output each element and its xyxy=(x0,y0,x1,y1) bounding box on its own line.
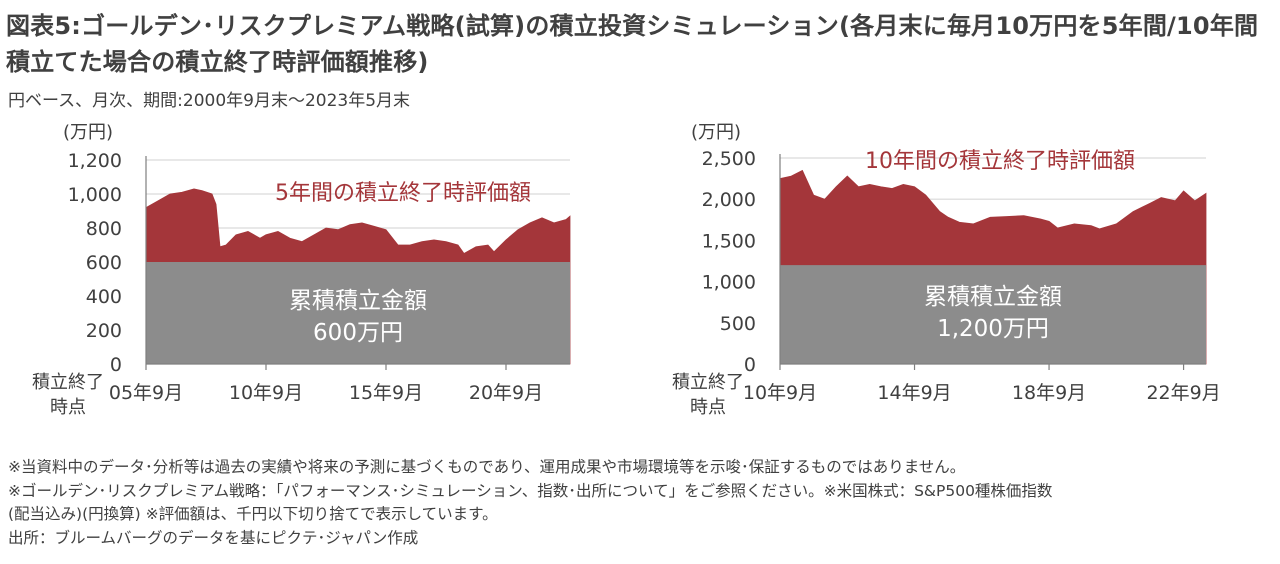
left-xlabel-line1: 積立終了 xyxy=(32,372,104,393)
left-accumulated-amount: 600万円 xyxy=(313,320,403,346)
left-ytick-label: 0 xyxy=(110,354,122,376)
footnote-valuation: (配当込み)(円換算) ※評価額は、千円以下切り捨てで表示しています。 xyxy=(8,505,498,523)
right-xtick-label: 22年9月 xyxy=(1146,382,1220,404)
chart-10-year: 0 500 1,000 1,500 2,000 2,500 (万円) 10年9月 14年9月 18… xyxy=(640,112,1221,424)
right-ytick-label: 1,500 xyxy=(702,230,756,252)
right-accumulated-label: 累積積立金額 xyxy=(924,284,1062,310)
figure-subtitle: 円ベース、月次、期間:2000年9月末～2023年5月末 xyxy=(8,91,411,111)
left-ytick-label: 1,200 xyxy=(68,150,122,172)
right-xtick-label: 14年9月 xyxy=(877,382,951,404)
right-ytick-label: 500 xyxy=(720,313,756,335)
right-xtick-label: 18年9月 xyxy=(1012,382,1086,404)
footnotes: ※当資料中のデータ･分析等は過去の実績や将来の予測に基づくものであり、運用成果や… xyxy=(8,456,1272,550)
right-accumulated-amount: 1,200万円 xyxy=(937,316,1049,342)
right-accumulated-area xyxy=(780,265,1206,364)
right-ytick-label: 1,000 xyxy=(702,272,756,294)
left-ytick-label: 200 xyxy=(86,320,122,342)
right-xlabel-line2: 時点 xyxy=(690,397,726,418)
right-ytick-label: 2,500 xyxy=(702,148,756,170)
left-xlabel-line2: 時点 xyxy=(50,397,86,418)
left-xtick-label: 10年9月 xyxy=(229,382,303,404)
left-accumulated-area xyxy=(146,262,570,364)
right-unit-label: (万円) xyxy=(691,122,741,143)
left-ytick-label: 800 xyxy=(86,218,122,240)
left-evaluation-label: 5年間の積立終了時評価額 xyxy=(275,181,531,206)
left-ytick-label: 400 xyxy=(86,286,122,308)
left-ytick-label: 600 xyxy=(86,252,122,274)
left-ytick-label: 1,000 xyxy=(68,184,122,206)
left-accumulated-label: 累積積立金額 xyxy=(289,288,427,314)
chart-5-year-plot: 0 200 400 600 800 1,000 1,200 (万円) 05年9月 10年9月 15年… xyxy=(32,122,571,418)
chart-10-year-plot: 0 500 1,000 1,500 2,000 2,500 (万円) 10年9月 14年9月 18… xyxy=(672,122,1221,418)
left-xtick-label: 15年9月 xyxy=(349,382,423,404)
footnote-disclaimer: ※当資料中のデータ･分析等は過去の実績や将来の予測に基づくものであり、運用成果や… xyxy=(8,458,966,476)
figure-title: 図表5:ゴールデン･リスクプレミアム戦略(試算)の積立投資シミュレーション(各月… xyxy=(6,12,1259,76)
right-ytick-label: 2,000 xyxy=(702,189,756,211)
right-evaluation-label: 10年間の積立終了時評価額 xyxy=(865,149,1135,174)
left-unit-label: (万円) xyxy=(63,122,113,143)
right-xlabel-line1: 積立終了 xyxy=(672,372,744,393)
right-ytick-label: 0 xyxy=(744,354,756,376)
chart-5-year: 0 200 400 600 800 1,000 1,200 (万円) 05年9月 10年9月 15年… xyxy=(8,112,588,424)
footnote-source: 出所：ブルームバーグのデータを基にピクテ･ジャパン作成 xyxy=(8,528,419,547)
right-xtick-label: 10年9月 xyxy=(743,382,817,404)
footnote-strategy: ※ゴールデン･リスクプレミアム戦略：「パフォーマンス･シミュレーション、指数･出… xyxy=(8,481,1053,500)
left-xtick-label: 05年9月 xyxy=(109,382,183,404)
left-xtick-label: 20年9月 xyxy=(469,382,543,404)
